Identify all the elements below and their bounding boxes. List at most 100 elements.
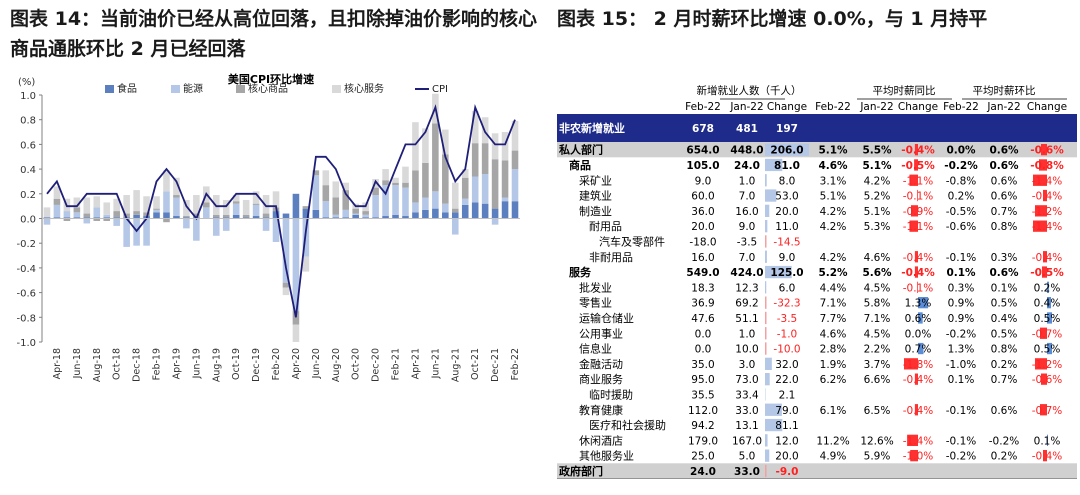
cell-value: 16.0 xyxy=(691,252,714,264)
row-label: 商业服务 xyxy=(579,372,623,386)
cell-value: 0.1% xyxy=(948,374,975,386)
mom-change-bar xyxy=(1047,342,1052,355)
bar-segment xyxy=(73,217,81,219)
bar-segment xyxy=(382,169,389,181)
y-tick-label: 0.8 xyxy=(20,116,36,127)
chart-bars xyxy=(43,93,519,342)
cell-value: -0.4% xyxy=(1032,252,1062,264)
cell-value: -0.7% xyxy=(1032,405,1062,417)
bar-segment xyxy=(412,202,419,213)
cell-value: 0.2% xyxy=(948,191,975,203)
bar-segment xyxy=(412,212,419,219)
cell-value: -14.5 xyxy=(773,236,800,248)
cpi-mom-chart: (%) 1.0 0.8 0.6 0.4 0.2 0.0 -0.2 -0.4 -0.6 -0.8 -1.… xyxy=(16,72,521,382)
bar-segment xyxy=(73,197,81,208)
bar-segment xyxy=(362,217,369,219)
cell-value: 2.2% xyxy=(864,344,891,356)
employment-change-bar xyxy=(765,220,768,233)
x-tick-label: Aug-18 xyxy=(92,348,103,382)
bar-segment xyxy=(222,199,230,215)
bar-segment xyxy=(153,212,160,219)
cell-value: -0.5% xyxy=(946,206,976,218)
sub-header: Feb-22 xyxy=(815,101,851,113)
bar-segment xyxy=(471,202,479,219)
row-label: 医疗和社会援助 xyxy=(589,418,666,432)
bar-segment xyxy=(53,204,61,218)
cell-value: 10.0 xyxy=(735,344,758,356)
cell-value: -1.4% xyxy=(1032,221,1062,233)
bar-segment xyxy=(83,217,91,219)
cell-value: 3.7% xyxy=(864,359,891,371)
row-label: 建筑业 xyxy=(579,189,612,203)
cell-value: 125.0 xyxy=(770,267,803,279)
mom-change-bar xyxy=(1042,266,1047,278)
row-label: 私人部门 xyxy=(559,143,603,157)
mom-change-bar xyxy=(1041,373,1047,385)
mom-change-bar xyxy=(1035,205,1047,217)
bar-segment xyxy=(123,213,130,218)
cell-value: 6.2% xyxy=(820,374,847,386)
cell-value: 81.1 xyxy=(775,420,798,432)
bar-segment xyxy=(292,193,300,219)
mom-change-bar xyxy=(1043,251,1047,263)
cell-value: -1.2% xyxy=(1032,359,1062,371)
bar-segment xyxy=(93,196,101,208)
cell-value: -1.0% xyxy=(946,359,976,371)
cell-value: 7.7% xyxy=(820,313,847,325)
cell-value: -1.4% xyxy=(903,435,933,447)
cell-value: 1.9% xyxy=(820,359,847,371)
cell-value: 5.9% xyxy=(864,451,891,463)
bar-segment xyxy=(183,216,190,218)
x-tick-label: Dec-19 xyxy=(251,348,262,382)
bar-segment xyxy=(412,122,419,171)
x-tick-label: Dec-20 xyxy=(371,348,382,382)
cell-value: 0.1% xyxy=(946,267,976,279)
bar-segment xyxy=(93,207,101,218)
yoy-change-bar xyxy=(914,159,918,171)
bar-segment xyxy=(252,191,260,204)
bar-segment xyxy=(173,197,180,217)
x-tick-label: Aug-19 xyxy=(211,348,222,382)
cell-value: -9.0 xyxy=(776,466,799,478)
bar-segment xyxy=(312,175,320,210)
bar-segment xyxy=(83,213,91,218)
legend-swatch xyxy=(105,85,114,93)
mom-change-bar xyxy=(1043,450,1047,462)
bar-segment xyxy=(412,170,419,203)
x-tick-label: Oct-21 xyxy=(470,348,481,380)
cell-value: 7.0 xyxy=(739,252,756,264)
cell-value: -3.5 xyxy=(737,236,758,248)
cell-value: -0.6% xyxy=(1030,145,1064,157)
top-row-band xyxy=(807,114,1077,142)
cell-value: 4.4% xyxy=(820,282,847,294)
cell-value: -0.1% xyxy=(903,191,933,203)
cell-value: 6.6% xyxy=(864,374,891,386)
bar-segment xyxy=(442,212,449,219)
cell-value: 5.2% xyxy=(818,267,848,279)
bar-segment xyxy=(352,214,359,219)
yoy-change-bar xyxy=(918,342,924,355)
employment-change-bar xyxy=(765,418,783,432)
bar-segment xyxy=(203,202,210,208)
mom-change-bar xyxy=(1040,327,1047,339)
bar-segment xyxy=(103,218,111,221)
cell-value: 4.2% xyxy=(864,175,891,187)
sub-header: Jan-22 xyxy=(859,101,893,113)
cell-value: 424.0 xyxy=(730,267,763,279)
cell-value: 678 xyxy=(692,123,714,135)
bar-segment xyxy=(282,218,290,283)
bar-segment xyxy=(183,218,190,229)
cell-value: 4.6% xyxy=(864,252,891,264)
bar-segment xyxy=(232,195,240,202)
bar-segment xyxy=(222,214,230,218)
bar-segment xyxy=(312,170,320,176)
legend-label: CPI xyxy=(432,84,448,95)
bar-segment xyxy=(163,191,170,213)
bar-segment xyxy=(491,133,499,160)
cell-value: 549.0 xyxy=(686,267,719,279)
cell-value: -18.0 xyxy=(689,236,716,248)
mom-change-bar xyxy=(1047,297,1051,309)
cell-value: -0.5% xyxy=(1030,267,1064,279)
bar-segment xyxy=(173,216,180,219)
bar-segment xyxy=(342,182,350,191)
